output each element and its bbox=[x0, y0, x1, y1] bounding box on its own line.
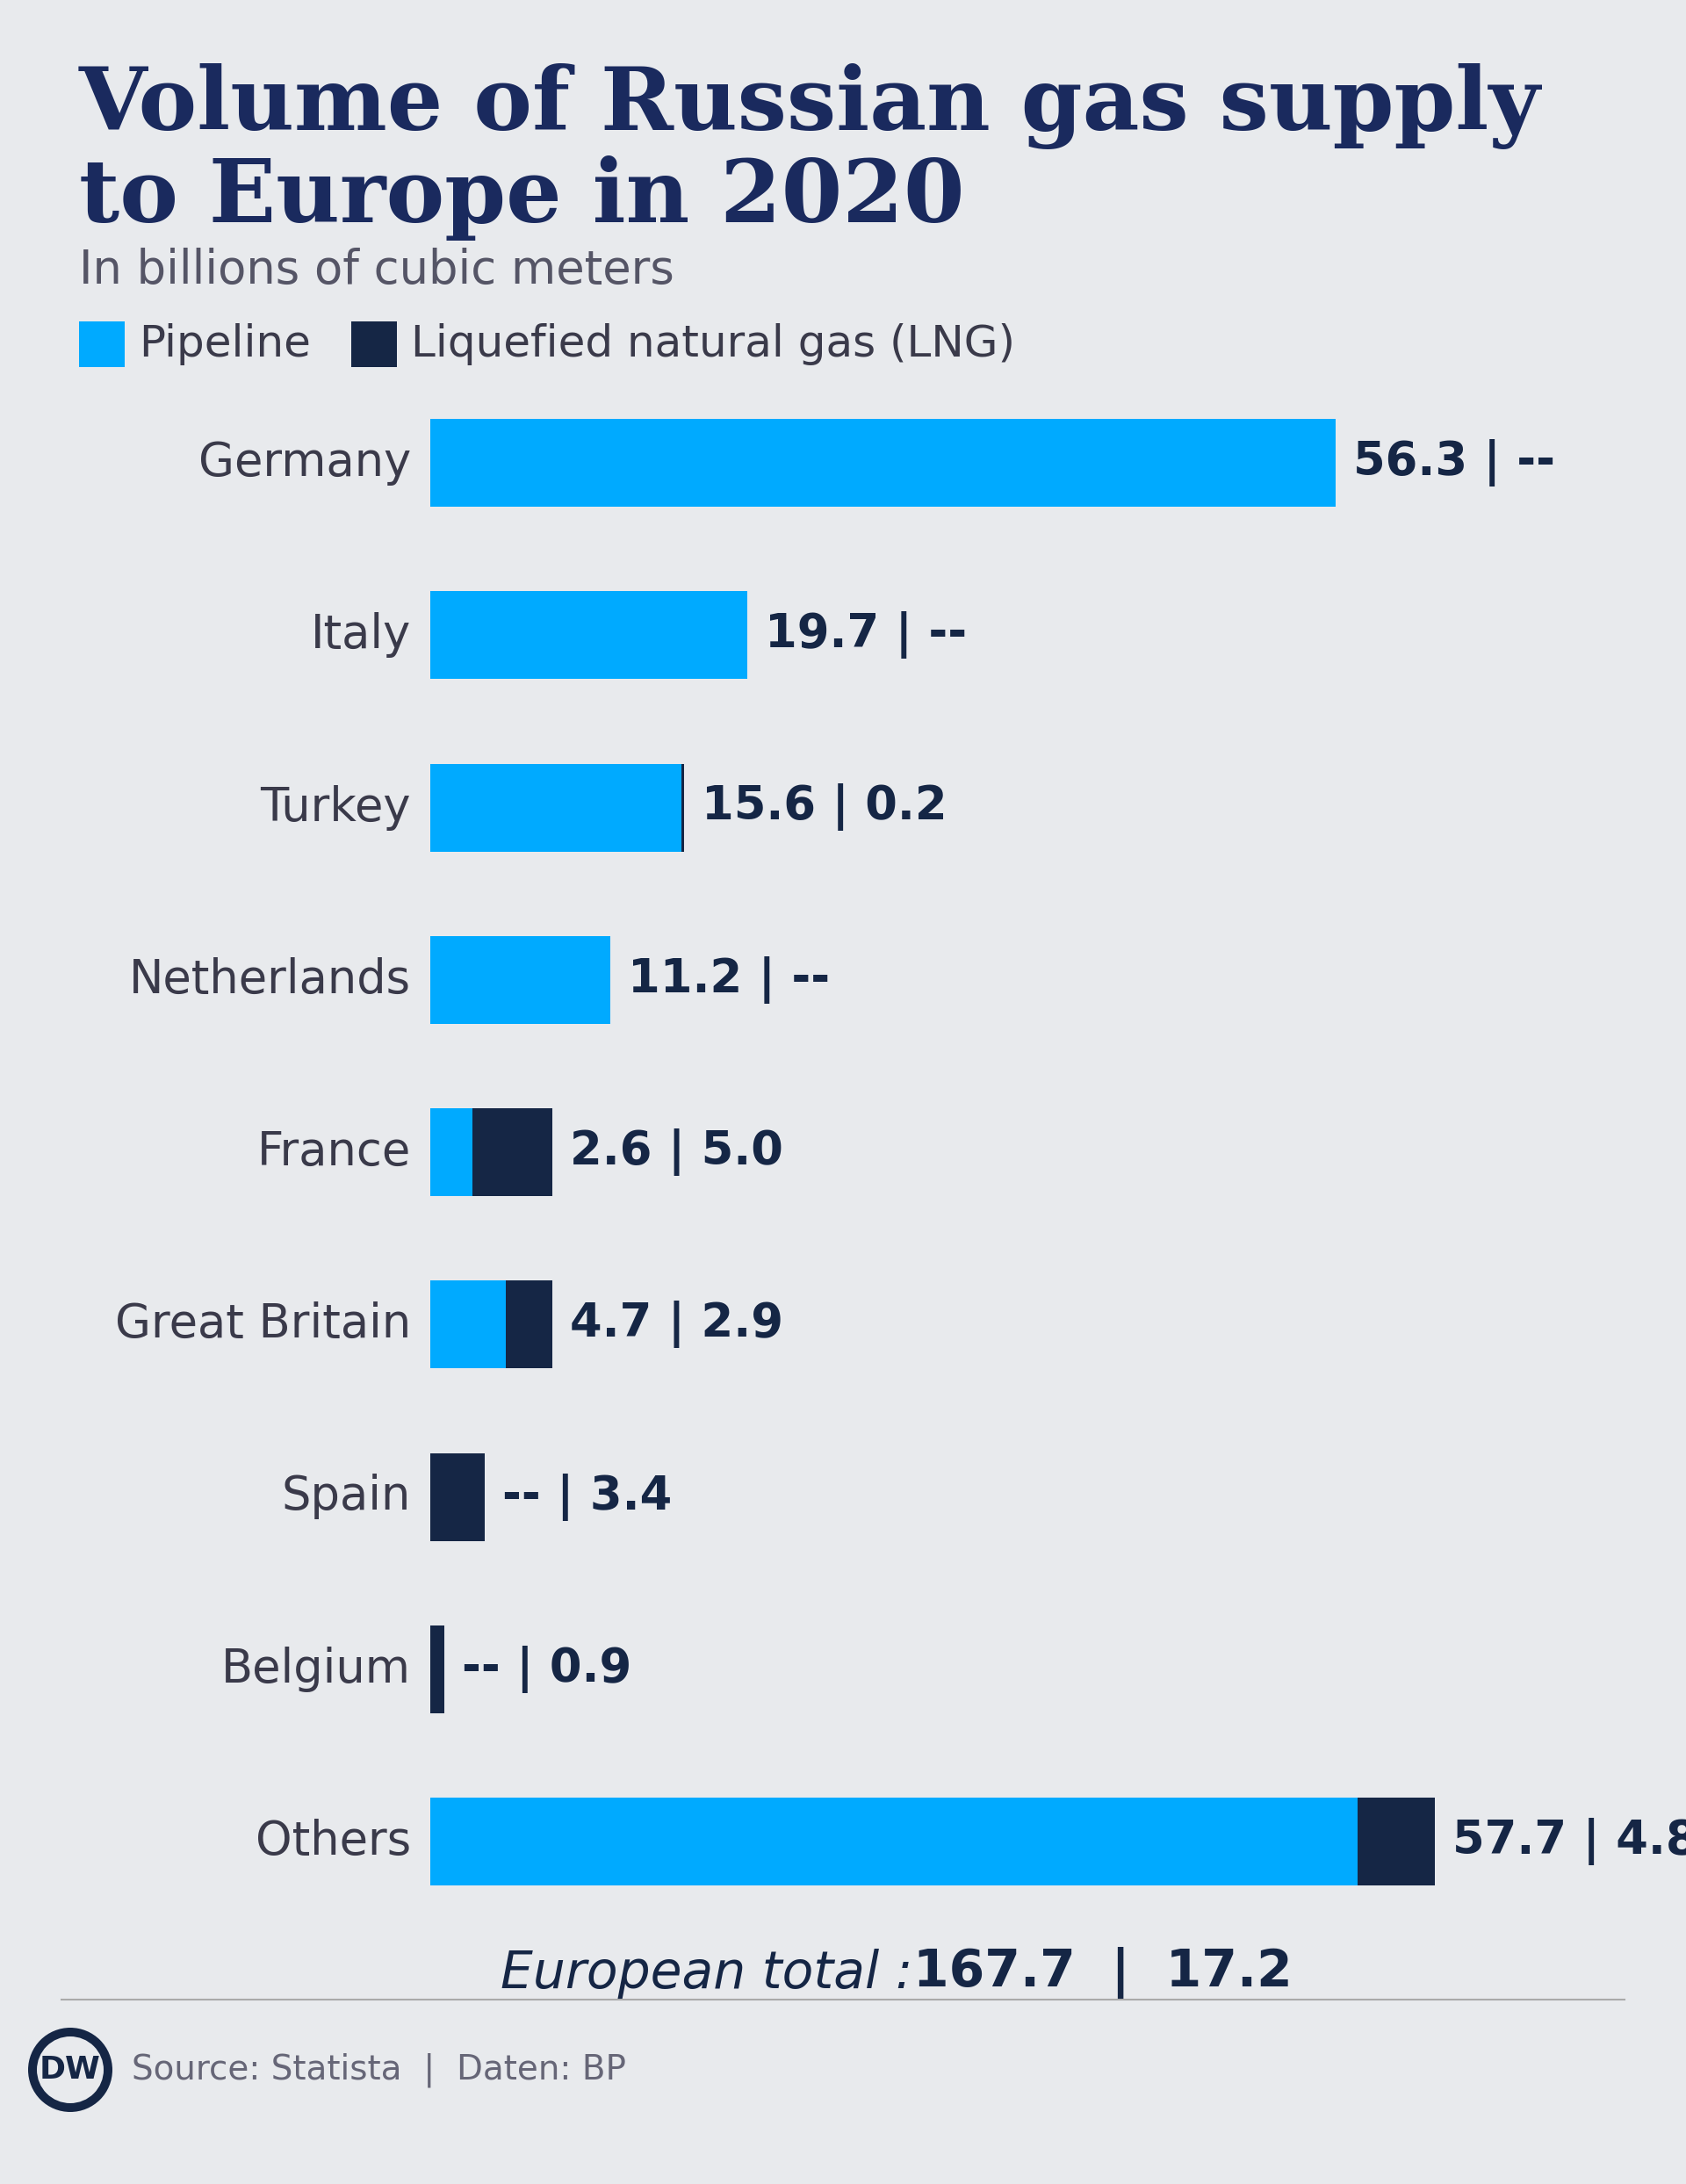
Bar bbox=[79, 321, 125, 367]
Bar bbox=[351, 321, 396, 367]
Text: -- | 0.9: -- | 0.9 bbox=[462, 1645, 632, 1693]
Text: 15.6 | 0.2: 15.6 | 0.2 bbox=[701, 784, 948, 832]
Text: Turkey: Turkey bbox=[260, 784, 411, 830]
Text: 2.6 | 5.0: 2.6 | 5.0 bbox=[570, 1129, 784, 1175]
Bar bbox=[506, 1280, 553, 1369]
Bar bbox=[430, 937, 610, 1024]
Text: 11.2 | --: 11.2 | -- bbox=[627, 957, 830, 1002]
Text: Pipeline: Pipeline bbox=[138, 323, 310, 365]
Text: Volume of Russian gas supply: Volume of Russian gas supply bbox=[79, 63, 1541, 149]
Bar bbox=[681, 764, 685, 852]
Bar bbox=[430, 764, 681, 852]
Circle shape bbox=[29, 2027, 113, 2112]
Bar bbox=[430, 419, 1335, 507]
Text: 57.7 | 4.8: 57.7 | 4.8 bbox=[1453, 1817, 1686, 1865]
Bar bbox=[430, 1280, 506, 1369]
Text: Liquefied natural gas (LNG): Liquefied natural gas (LNG) bbox=[411, 323, 1015, 365]
Text: 56.3 | --: 56.3 | -- bbox=[1352, 439, 1554, 487]
Text: Source: Statista  |  Daten: BP: Source: Statista | Daten: BP bbox=[132, 2053, 626, 2088]
Text: In billions of cubic meters: In billions of cubic meters bbox=[79, 247, 674, 293]
Bar bbox=[430, 1797, 1357, 1885]
Text: Belgium: Belgium bbox=[221, 1647, 411, 1693]
Bar bbox=[430, 592, 747, 679]
Text: European total :: European total : bbox=[501, 1948, 929, 1998]
Text: France: France bbox=[256, 1129, 411, 1175]
Text: 167.7  |  17.2: 167.7 | 17.2 bbox=[914, 1948, 1293, 1998]
Text: to Europe in 2020: to Europe in 2020 bbox=[79, 155, 964, 240]
Text: Great Britain: Great Britain bbox=[115, 1302, 411, 1348]
Text: -- | 3.4: -- | 3.4 bbox=[502, 1474, 673, 1520]
Text: 19.7 | --: 19.7 | -- bbox=[764, 612, 966, 660]
Bar bbox=[430, 1107, 472, 1197]
Text: Germany: Germany bbox=[199, 439, 411, 485]
Text: DW: DW bbox=[39, 2055, 101, 2086]
Text: 4.7 | 2.9: 4.7 | 2.9 bbox=[570, 1302, 784, 1348]
Text: Netherlands: Netherlands bbox=[128, 957, 411, 1002]
Text: Spain: Spain bbox=[282, 1474, 411, 1520]
Circle shape bbox=[37, 2035, 103, 2103]
Text: Italy: Italy bbox=[310, 612, 411, 657]
Bar bbox=[430, 1452, 486, 1540]
Bar bbox=[1357, 1797, 1435, 1885]
Bar bbox=[472, 1107, 553, 1197]
Text: Others: Others bbox=[255, 1819, 411, 1865]
Bar bbox=[430, 1625, 445, 1712]
